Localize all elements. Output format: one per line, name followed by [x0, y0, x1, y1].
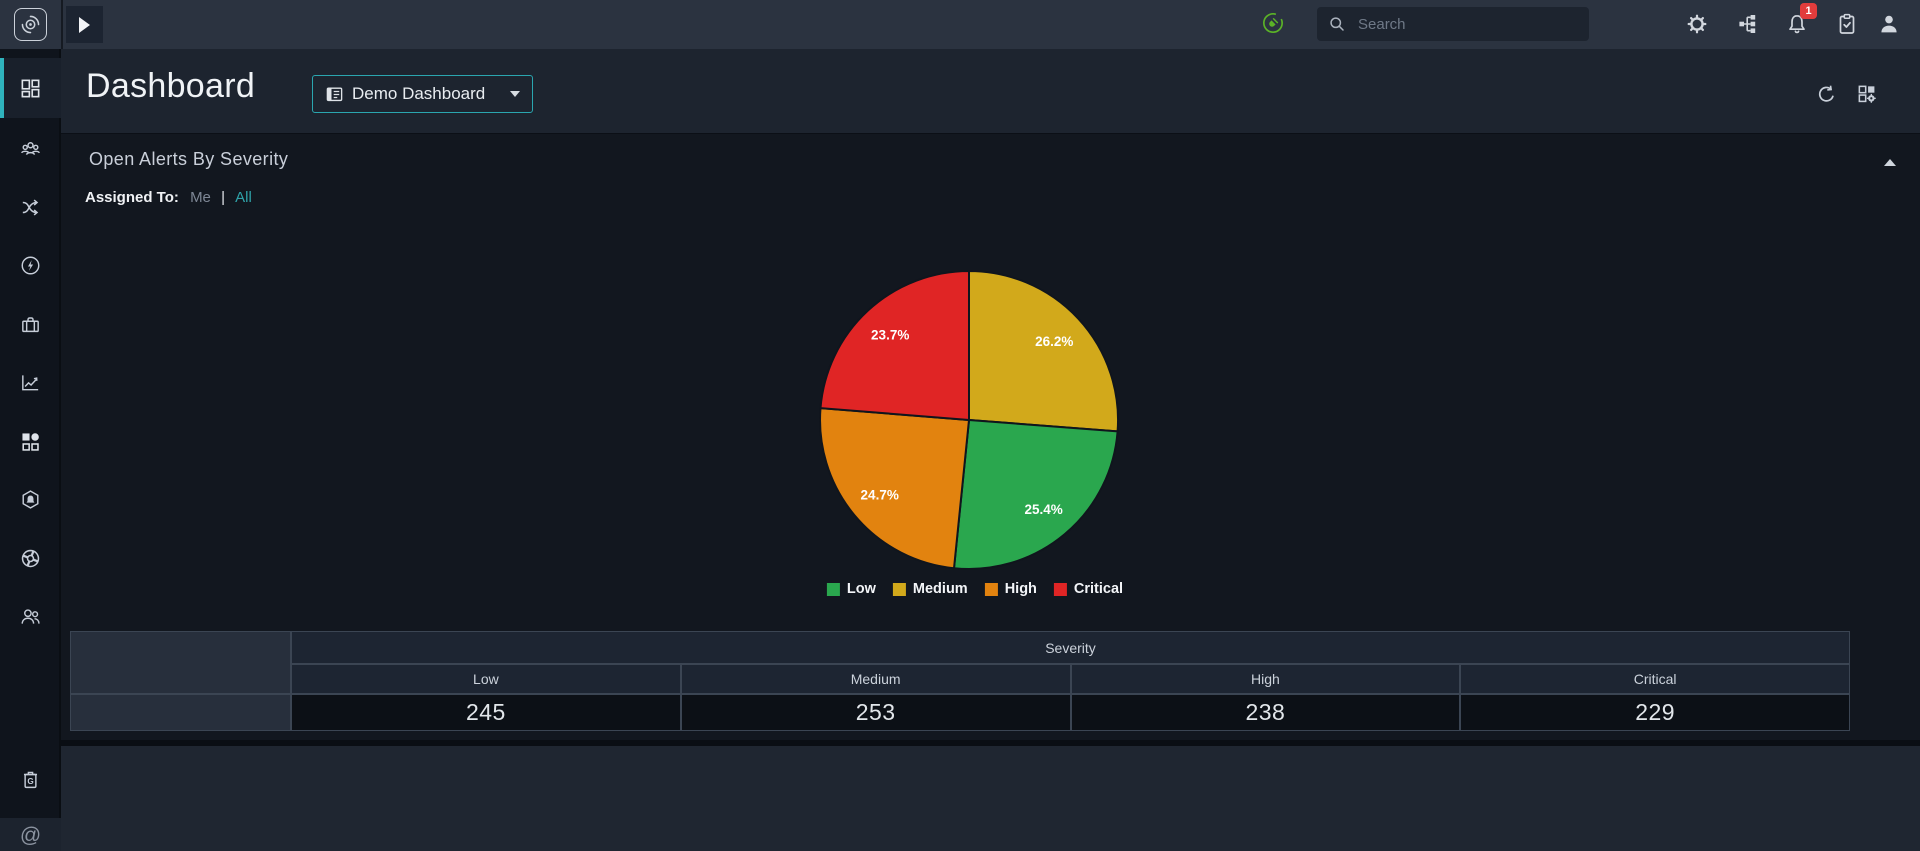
sidebar-item-wheel[interactable] [0, 529, 61, 587]
assigned-to-label: Assigned To: [85, 189, 179, 206]
app-logo[interactable] [14, 8, 47, 41]
dashboard-book-icon [325, 85, 344, 104]
top-bar: 1 [0, 0, 1920, 49]
target-logo-icon [19, 13, 42, 36]
legend-label-high: High [1004, 581, 1037, 597]
two-users-icon [19, 605, 42, 628]
sidebar-active-accent [0, 58, 4, 118]
sidebar-item-mentions[interactable]: @ [0, 807, 61, 851]
legend-item-critical[interactable]: Critical [1053, 581, 1124, 597]
table-value-high: 238 [1070, 694, 1461, 731]
sidebar-item-dashboards[interactable] [0, 59, 61, 117]
sidebar-item-shuffle[interactable] [0, 178, 61, 236]
sidebar-item-briefcase[interactable] [0, 295, 61, 353]
pie-label-medium: 26.2% [1035, 334, 1073, 349]
legend-label-medium: Medium [912, 581, 968, 597]
wheel-icon [19, 547, 42, 570]
pie-label-low: 25.4% [1024, 502, 1062, 517]
pie-slice-medium[interactable] [968, 269, 1120, 433]
sidebar-bottom-section [0, 818, 61, 851]
sidebar-item-hexagon-alert[interactable] [0, 470, 61, 528]
table-col-critical: Critical [1460, 664, 1850, 694]
search-box[interactable] [1317, 7, 1589, 41]
table-row-stub-cell [70, 694, 291, 731]
table-stub-cell [70, 631, 291, 694]
legend-swatch-low [826, 582, 840, 596]
dashboard-selector-label: Demo Dashboard [352, 84, 486, 103]
pie-slice-high[interactable] [819, 407, 971, 570]
sidebar-item-archive-g[interactable]: G [0, 750, 61, 808]
refresh-icon[interactable] [1815, 83, 1839, 107]
sidebar-item-lightning[interactable] [0, 236, 61, 294]
assigned-to-me-link[interactable]: Me [190, 189, 211, 206]
settings-gear-icon[interactable] [1685, 12, 1709, 36]
legend-swatch-high [984, 582, 998, 596]
user-group-icon [19, 137, 42, 160]
collapse-panel-icon [79, 16, 90, 33]
collapse-panel-button[interactable] [66, 6, 103, 43]
pie-label-critical: 23.7% [871, 328, 909, 343]
legend-label-critical: Critical [1073, 581, 1124, 597]
pie-chart: 26.2% 25.4% 24.7% 23.7% [819, 269, 1120, 570]
sidebar-item-line-chart[interactable] [0, 353, 61, 411]
search-icon [1327, 14, 1347, 34]
widget-bottom-edge [61, 740, 1920, 746]
shuffle-icon [19, 196, 42, 219]
sidebar: G @ [0, 49, 61, 851]
pie-slice-low[interactable] [952, 418, 1119, 570]
legend-item-low[interactable]: Low [826, 581, 876, 597]
page-title: Dashboard [86, 67, 256, 105]
open-alerts-widget: Open Alerts By Severity Assigned To: Me … [61, 133, 1920, 740]
sidebar-active-highlight [0, 58, 61, 118]
widget-title: Open Alerts By Severity [89, 149, 289, 169]
user-profile-icon[interactable] [1877, 12, 1901, 36]
legend-label-low: Low [846, 581, 876, 597]
legend-swatch-medium [892, 582, 906, 596]
assigned-to-all-link[interactable]: All [235, 189, 252, 206]
workflow-tree-icon[interactable] [1737, 12, 1761, 36]
dashboards-grid-icon [19, 77, 42, 100]
topbar-seam [61, 0, 63, 49]
pie-chart-container: 26.2% 25.4% 24.7% 23.7% [817, 268, 1121, 572]
notification-badge: 1 [1800, 3, 1817, 19]
sidebar-item-two-users[interactable] [0, 587, 61, 645]
table-col-high: High [1070, 664, 1461, 694]
severity-table: Severity Low Medium High Critical 245 25… [70, 631, 1850, 731]
chart-legend: Low Medium High Critical [826, 581, 1124, 597]
at-sign-icon: @ [19, 824, 42, 847]
table-group-header: Severity [291, 631, 1850, 664]
legend-swatch-critical [1053, 582, 1067, 596]
svg-text:G: G [27, 776, 33, 785]
hexagon-alert-icon [19, 488, 42, 511]
assigned-to-separator: | [221, 189, 225, 206]
briefcase-icon [19, 313, 42, 336]
table-value-medium: 253 [680, 694, 1071, 731]
table-col-low: Low [291, 664, 681, 694]
pie-slice-critical[interactable] [819, 269, 970, 422]
pie-label-high: 24.7% [861, 487, 899, 502]
legend-item-medium[interactable]: Medium [892, 581, 968, 597]
dashboard-selector[interactable]: Demo Dashboard [312, 75, 533, 113]
connection-status-plug-icon[interactable] [1262, 12, 1284, 34]
search-input[interactable] [1356, 14, 1579, 34]
lightning-circle-icon [19, 254, 42, 277]
widgets-icon [19, 430, 42, 453]
line-chart-icon [19, 371, 42, 394]
tasks-clipboard-icon[interactable] [1835, 12, 1859, 36]
assigned-to-filter: Assigned To: Me | All [85, 189, 252, 206]
archive-g-icon: G [19, 768, 42, 791]
table-value-low: 245 [291, 694, 681, 731]
manage-dashboards-icon[interactable] [1856, 83, 1880, 107]
widget-collapse-icon[interactable] [1884, 159, 1896, 166]
caret-down-icon [510, 91, 520, 97]
sidebar-item-widgets[interactable] [0, 412, 61, 470]
sidebar-item-user-group[interactable] [0, 119, 61, 177]
legend-item-high[interactable]: High [984, 581, 1037, 597]
table-col-medium: Medium [680, 664, 1071, 694]
table-value-critical: 229 [1460, 694, 1850, 731]
title-bar: Dashboard Demo Dashboard [61, 49, 1920, 133]
